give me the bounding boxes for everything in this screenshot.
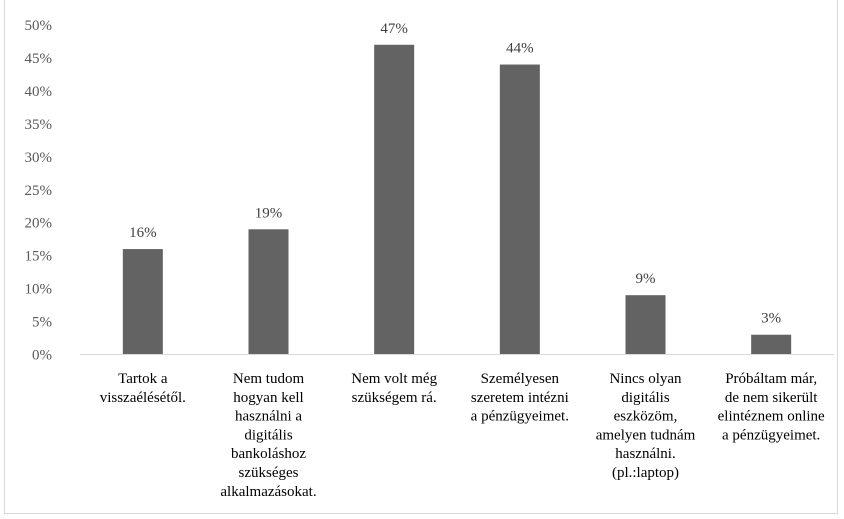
data-label: 44% bbox=[506, 41, 534, 57]
category-label-line: Tartok a bbox=[118, 371, 168, 387]
data-label: 19% bbox=[255, 205, 283, 221]
category-label: Próbáltam már, de nem sikerült elintéznem … bbox=[718, 371, 825, 443]
category-label: Személyesen szeretem intézni a pénzügyeime… bbox=[471, 371, 569, 425]
category-label-line: elintéznem online bbox=[718, 409, 825, 425]
category-label-line: a pénzügyeimet. bbox=[722, 427, 820, 443]
category-label-line: eszközöm, bbox=[614, 409, 678, 425]
bar bbox=[374, 44, 415, 355]
bar bbox=[625, 295, 666, 355]
bar bbox=[751, 334, 792, 355]
category-label-line: (pl.:laptop) bbox=[612, 465, 679, 481]
category-label-line: digitális bbox=[621, 390, 669, 406]
category-label: Tartok a visszaélésétől. bbox=[100, 371, 186, 406]
data-label: 3% bbox=[761, 311, 781, 327]
category-label-line: visszaélésétől. bbox=[100, 390, 186, 406]
category-label-line: Nem tudom bbox=[233, 371, 305, 387]
y-tick-label: 35% bbox=[25, 117, 53, 133]
category-label-line: a pénzügyeimet. bbox=[471, 409, 569, 425]
category-label-line: de nem sikerült bbox=[725, 390, 818, 406]
category-label-line: bankoláshoz bbox=[231, 446, 306, 462]
y-tick-label: 25% bbox=[25, 183, 53, 199]
y-tick-label: 30% bbox=[25, 150, 53, 166]
category-label-line: használni. bbox=[615, 446, 675, 462]
data-labels: 16% 19% 47% 44% 9% 3% bbox=[129, 21, 781, 327]
y-tick-label: 0% bbox=[32, 348, 52, 364]
category-label-line: Nincs olyan bbox=[609, 371, 682, 387]
category-label-line: szükségem rá. bbox=[352, 390, 437, 406]
y-tick-label: 40% bbox=[25, 84, 53, 100]
category-label-line: Nem volt még bbox=[351, 371, 437, 387]
category-label-line: szükséges bbox=[239, 465, 299, 481]
y-tick-label: 20% bbox=[25, 216, 53, 232]
y-tick-label: 15% bbox=[25, 249, 53, 265]
data-label: 9% bbox=[636, 271, 656, 287]
bars bbox=[122, 44, 792, 355]
y-tick-label: 5% bbox=[32, 315, 52, 331]
y-tick-label: 50% bbox=[25, 18, 53, 34]
category-label-line: hogyan kell bbox=[233, 390, 303, 406]
category-labels: Tartok a visszaélésétől. Nem tudom hogyan k… bbox=[100, 371, 825, 500]
category-label-line: alkalmazásokat. bbox=[220, 484, 316, 500]
category-label: Nincs olyan digitális eszközöm, amelyen tud… bbox=[596, 371, 696, 481]
category-label-line: szeretem intézni bbox=[471, 390, 569, 406]
y-tick-label: 45% bbox=[25, 51, 53, 67]
bar bbox=[122, 249, 163, 355]
category-label: Nem volt még szükségem rá. bbox=[351, 371, 437, 406]
category-label-line: Próbáltam már, bbox=[725, 371, 817, 387]
category-label-line: amelyen tudnám bbox=[596, 427, 696, 443]
y-axis-labels: 0% 5% 10% 15% 20% 25% 30% 35% 40% 45% 50% bbox=[25, 18, 53, 364]
data-label: 47% bbox=[380, 21, 408, 37]
bar bbox=[248, 229, 289, 355]
bar bbox=[499, 64, 540, 355]
category-label-line: Személyesen bbox=[481, 371, 560, 387]
category-label-line: digitális bbox=[244, 427, 292, 443]
y-tick-label: 10% bbox=[25, 282, 53, 298]
category-label-line: használni a bbox=[235, 409, 302, 425]
data-label: 16% bbox=[129, 225, 157, 241]
category-label: Nem tudom hogyan kell használni a digitális… bbox=[220, 371, 316, 500]
